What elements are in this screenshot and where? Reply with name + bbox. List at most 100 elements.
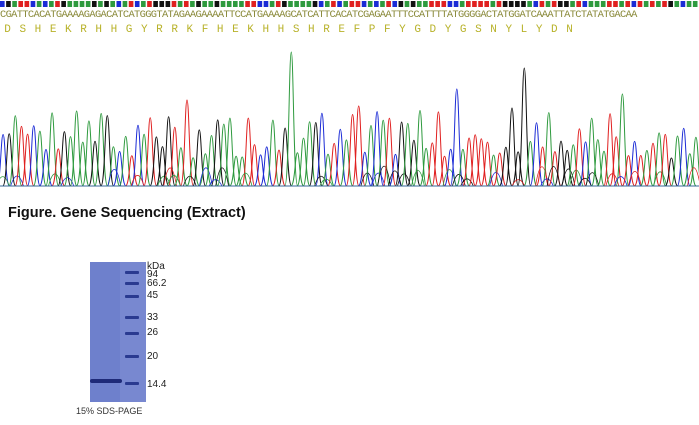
amino-acid: K	[247, 24, 254, 36]
quality-tick	[380, 1, 385, 7]
ladder-band	[125, 295, 139, 298]
trace-noise	[535, 166, 549, 187]
amino-acid: H	[308, 24, 315, 36]
trace-peak	[63, 136, 78, 187]
trace-noise	[561, 168, 576, 187]
quality-tick	[361, 1, 367, 7]
trace-peak	[529, 122, 544, 187]
quality-tick	[263, 1, 269, 7]
trace-peak	[492, 152, 507, 187]
quality-tick	[404, 1, 410, 7]
amino-acid: L	[520, 24, 528, 36]
trace-peak	[437, 155, 452, 187]
trace-peak	[364, 124, 378, 187]
amino-acid: R	[156, 24, 163, 36]
trace-peak	[167, 126, 182, 187]
trace-peak	[664, 157, 679, 187]
amino-acid: D	[551, 24, 558, 36]
trace-peak	[26, 125, 41, 187]
amino-acid: G	[459, 24, 467, 36]
quality-tick	[331, 1, 336, 7]
amino-acid: E	[232, 24, 239, 36]
quality-tick	[527, 1, 532, 7]
trace-peak	[315, 112, 329, 187]
quality-tick	[0, 1, 5, 7]
trace-peak	[272, 149, 286, 187]
quality-tick	[79, 1, 85, 7]
mw-marker-label: 45	[147, 290, 159, 301]
quality-tick	[36, 1, 42, 7]
amino-acid: N	[566, 24, 573, 36]
trace-peak	[88, 140, 102, 187]
quality-tick	[337, 1, 342, 7]
quality-tick	[613, 1, 618, 7]
trace-peak	[566, 144, 581, 187]
quality-tick	[91, 1, 97, 7]
quality-tick	[85, 1, 91, 7]
trace-peak	[161, 116, 176, 187]
trace-peak	[290, 152, 305, 187]
quality-tick	[656, 1, 661, 7]
trace-peak	[633, 154, 648, 187]
gel-sample-lane	[90, 262, 120, 402]
amino-acid: Y	[505, 24, 513, 36]
amino-acid: R	[80, 24, 87, 36]
ladder-band	[125, 332, 139, 335]
trace-noise	[540, 178, 554, 187]
quality-tick	[631, 1, 637, 7]
trace-peak	[173, 147, 188, 187]
trace-peak	[327, 142, 342, 187]
trace-peak	[69, 110, 84, 187]
quality-tick	[625, 1, 631, 7]
quality-tick	[392, 1, 398, 7]
quality-tick	[508, 1, 514, 7]
trace-peak	[131, 124, 145, 187]
trace-peak	[345, 113, 360, 187]
trace-peak	[351, 105, 366, 187]
quality-tick	[324, 1, 330, 7]
trace-peak	[505, 107, 519, 187]
quality-tick	[55, 1, 60, 7]
quality-tick	[245, 1, 250, 7]
quality-tick	[177, 1, 183, 7]
trace-noise	[199, 167, 213, 187]
quality-tick	[607, 1, 612, 7]
gel-caption: 15% SDS-PAGE	[76, 406, 143, 416]
trace-noise	[460, 178, 474, 187]
trace-noise	[215, 167, 229, 187]
trace-peak	[94, 112, 109, 187]
trace-peak	[535, 146, 550, 187]
quality-tick	[128, 1, 134, 7]
trace-peak	[419, 147, 434, 187]
sequencing-chromatogram	[0, 51, 699, 187]
trace-noise	[653, 171, 667, 187]
quality-tick	[416, 1, 422, 7]
quality-tick	[576, 1, 581, 7]
quality-tick	[226, 1, 232, 7]
trace-peak	[584, 117, 599, 187]
trace-peak	[376, 119, 391, 187]
trace-noise	[167, 175, 181, 187]
trace-peak	[308, 121, 323, 187]
ladder-band	[125, 316, 139, 319]
quality-tick	[233, 1, 238, 7]
trace-peak	[394, 121, 409, 187]
trace-peak	[639, 149, 654, 187]
quality-tick	[680, 1, 686, 7]
quality-tick	[386, 1, 391, 7]
amino-acid: Y	[140, 24, 148, 36]
trace-peak	[253, 154, 268, 187]
quality-tick	[312, 1, 318, 7]
quality-tick	[521, 1, 526, 7]
trace-noise	[613, 176, 628, 187]
trace-peak	[339, 139, 354, 187]
trace-peak	[8, 115, 23, 187]
quality-tick	[208, 1, 214, 7]
trace-peak	[498, 146, 513, 187]
trace-peak	[382, 117, 397, 187]
amino-acid: E	[338, 24, 346, 36]
quality-tick	[67, 1, 73, 7]
quality-tick	[355, 1, 361, 7]
quality-tick	[349, 1, 355, 7]
quality-tick	[49, 1, 54, 7]
